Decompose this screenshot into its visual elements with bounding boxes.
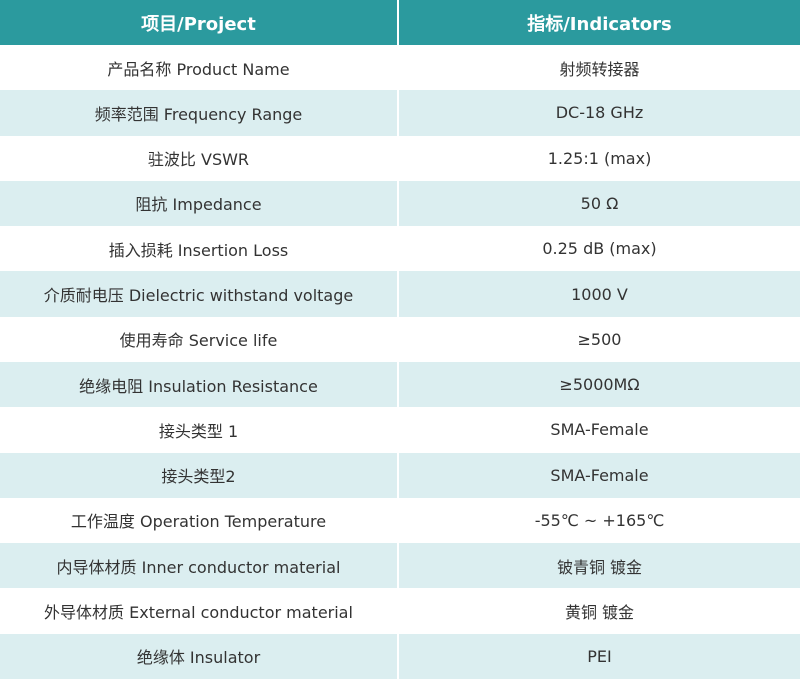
header-cell: 指标/Indicators: [399, 0, 800, 45]
item-cell: 外导体材质 External conductor material: [0, 588, 399, 634]
value-cell: ≥5000MΩ: [399, 361, 800, 408]
value-cell: ≥500: [577, 329, 622, 349]
value-cell: 0.25 dB (max): [542, 239, 657, 259]
value-cell: PEI: [399, 633, 800, 679]
item-cell: 绝缘电阻 Insulation Resistance: [0, 361, 399, 408]
value-cell: 50 Ω: [399, 180, 800, 227]
value-cell: 黄铜 镀金: [564, 603, 635, 623]
value-cell: -55℃ ~ +165℃: [534, 510, 665, 530]
item-cell: 使用寿命 Service life: [0, 316, 399, 362]
item-cell: 接头类型 1: [0, 407, 399, 453]
value-cell: 1.25:1 (max): [547, 148, 652, 168]
value-cell: 1000 V: [399, 271, 800, 317]
item-cell: 内导体材质 Inner conductor material: [0, 543, 399, 589]
value-cell: 铍青铜 镀金: [399, 543, 800, 589]
item-cell: 绝缘体 Insulator: [0, 633, 399, 679]
value-cell: DC-18 GHz: [399, 90, 800, 136]
value-cell: SMA-Female: [399, 452, 800, 498]
item-cell: 插入损耗 Insertion Loss: [0, 226, 399, 272]
item-cell: 介质耐电压 Dielectric withstand voltage: [0, 271, 399, 317]
item-cell: 工作温度 Operation Temperature: [0, 497, 399, 544]
value-cell: 射频转接器: [559, 59, 640, 79]
item-cell: 阻抗 Impedance: [0, 180, 399, 227]
item-cell: 驻波比 VSWR: [0, 135, 399, 181]
item-cell: 产品名称 Product Name: [0, 45, 399, 91]
header-cell: 项目/Project: [0, 0, 399, 45]
item-cell: 接头类型2: [0, 452, 399, 498]
item-cell: 频率范围 Frequency Range: [0, 90, 399, 136]
value-cell: SMA-Female: [550, 420, 649, 440]
